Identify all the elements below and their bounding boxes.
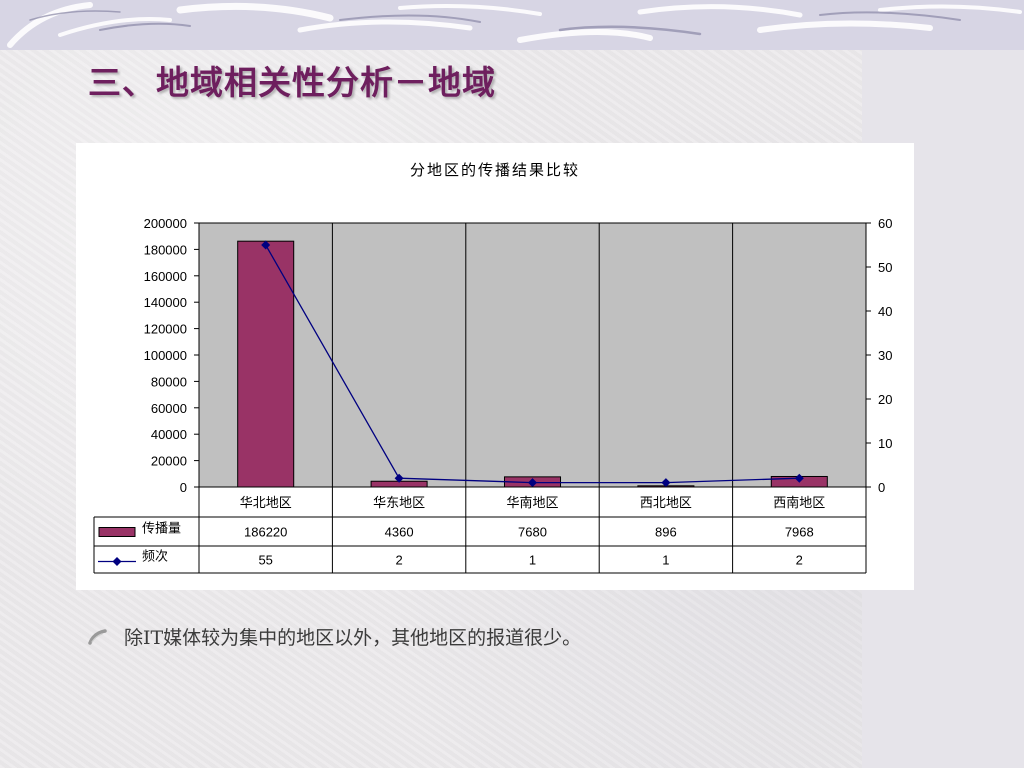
y-left-tick-label: 160000 bbox=[144, 269, 187, 284]
brush-bullet-icon bbox=[88, 628, 107, 645]
decorative-header-band bbox=[0, 0, 1024, 50]
y-left-tick-label: 60000 bbox=[151, 401, 187, 416]
table-value-频次: 2 bbox=[395, 553, 402, 568]
y-left-tick-label: 0 bbox=[180, 480, 187, 495]
table-value-传播量: 7680 bbox=[518, 525, 547, 540]
table-value-频次: 1 bbox=[662, 553, 669, 568]
y-right-tick-label: 30 bbox=[878, 348, 892, 363]
bullet-point: 除IT媒体较为集中的地区以外，其他地区的报道很少。 bbox=[88, 623, 581, 650]
legend-label-bar: 传播量 bbox=[142, 522, 181, 537]
table-value-传播量: 186220 bbox=[244, 525, 287, 540]
table-value-频次: 55 bbox=[258, 553, 272, 568]
line-marker-频次 bbox=[794, 473, 804, 483]
plot-area bbox=[198, 222, 867, 488]
y-left-tick-label: 40000 bbox=[151, 427, 187, 442]
legend-key-bar bbox=[98, 527, 136, 537]
table-value-频次: 1 bbox=[529, 553, 536, 568]
y-left-tick-label: 80000 bbox=[151, 374, 187, 389]
table-value-频次: 2 bbox=[796, 553, 803, 568]
y-left-tick-label: 140000 bbox=[144, 295, 187, 310]
y-right-tick-label: 10 bbox=[878, 436, 892, 451]
line-marker-频次 bbox=[394, 473, 404, 483]
legend-key-marker bbox=[112, 557, 122, 566]
table-value-传播量: 4360 bbox=[385, 525, 414, 540]
table-value-传播量: 7968 bbox=[785, 525, 814, 540]
combo-chart: 分地区的传播结果比较020000400006000080000100000120… bbox=[93, 161, 892, 574]
y-left-tick-label: 20000 bbox=[151, 454, 187, 469]
category-label: 西南地区 bbox=[773, 495, 825, 511]
category-label: 华东地区 bbox=[373, 496, 425, 511]
line-marker-频次 bbox=[528, 478, 537, 488]
y-right-tick-label: 0 bbox=[878, 480, 885, 495]
category-label: 西北地区 bbox=[640, 496, 692, 511]
bullet-text: 除IT媒体较为集中的地区以外，其他地区的报道很少。 bbox=[124, 627, 582, 649]
y-right-tick-label: 50 bbox=[878, 260, 892, 275]
category-label: 华北地区 bbox=[240, 496, 292, 511]
y-right-tick-label: 20 bbox=[878, 392, 892, 407]
line-marker-频次 bbox=[261, 240, 271, 250]
slide-title: 三、地域相关性分析－地域 bbox=[88, 63, 496, 102]
chart-container: 分地区的传播结果比较 0 20000 40000 60000 80000 100000 120… bbox=[76, 143, 914, 590]
legend-label-line: 频次 bbox=[142, 549, 168, 565]
y-left-tick-label: 200000 bbox=[144, 216, 187, 231]
chart-title: 分地区的传播结果比较 bbox=[410, 161, 580, 179]
brush-strokes-decoration bbox=[7, 2, 1022, 48]
category-label: 华南地区 bbox=[506, 495, 558, 511]
bar-传播量 bbox=[237, 240, 295, 488]
y-left-tick-label: 100000 bbox=[144, 348, 187, 363]
table-value-传播量: 896 bbox=[655, 525, 677, 540]
line-marker-频次 bbox=[661, 478, 671, 488]
y-left-tick-label: 120000 bbox=[144, 322, 187, 337]
y-right-tick-label: 40 bbox=[878, 304, 892, 319]
y-right-tick-label: 60 bbox=[878, 216, 892, 231]
y-left-tick-label: 180000 bbox=[144, 242, 187, 257]
